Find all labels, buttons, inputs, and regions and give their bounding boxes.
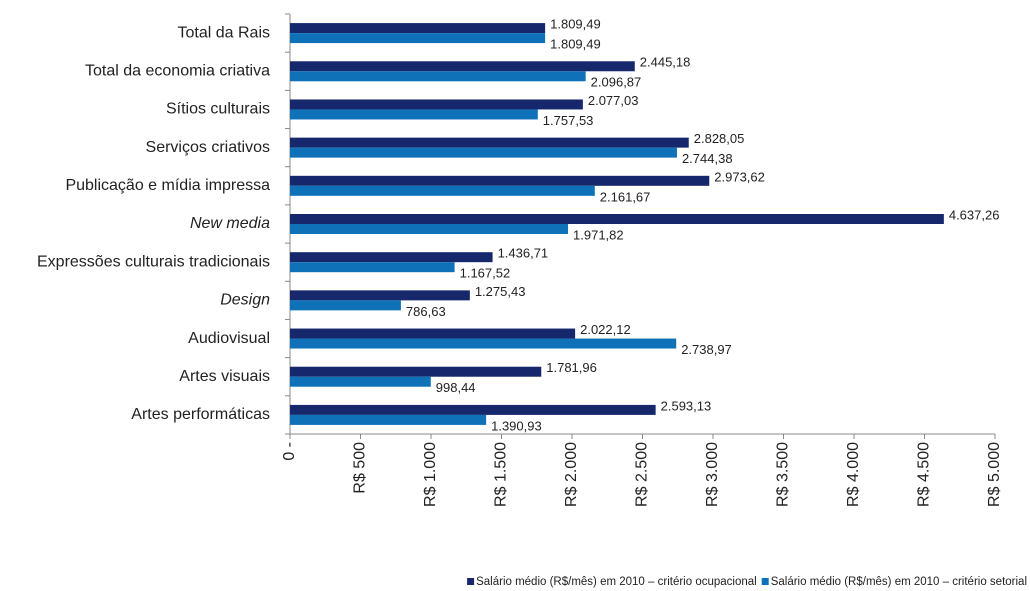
- bar: [290, 214, 944, 224]
- data-label: 1.809,49: [550, 17, 601, 32]
- data-label: 998,44: [436, 380, 476, 395]
- data-label: 2.973,62: [714, 169, 765, 184]
- category-label: Design: [220, 292, 270, 309]
- bar: [290, 366, 542, 377]
- category-label: Publicação e mídia impressa: [65, 177, 270, 194]
- bar: [290, 185, 595, 196]
- x-tick-label: R$ 1.000: [422, 442, 439, 507]
- bar: [290, 61, 635, 72]
- bar: [290, 109, 538, 120]
- x-tick-label: R$ 3.500: [775, 442, 792, 507]
- data-label: 2.828,05: [694, 131, 745, 146]
- data-label: 786,63: [406, 304, 446, 319]
- data-label: 1.390,93: [491, 418, 542, 433]
- bar: [290, 71, 586, 82]
- x-tick-label: R$ 500: [352, 442, 369, 494]
- x-tick-label: R$ 1.500: [493, 442, 510, 507]
- category-label: Artes visuais: [179, 368, 270, 385]
- data-label: 1.275,43: [475, 284, 526, 299]
- legend-label: Salário médio (R$/mês) em 2010 – critéri…: [771, 576, 1027, 588]
- data-label: 1.436,71: [498, 246, 549, 261]
- category-label: Serviços criativos: [146, 139, 270, 156]
- bar: [290, 224, 569, 234]
- bar: [290, 23, 546, 34]
- data-label: 4.637,26: [949, 207, 1000, 222]
- category-label: Artes performáticas: [131, 406, 270, 423]
- bar: [290, 137, 689, 148]
- data-label: 1.167,52: [460, 266, 511, 281]
- data-label: 2.022,12: [580, 322, 631, 337]
- bar: [290, 376, 431, 387]
- data-label: 1.781,96: [546, 360, 597, 375]
- data-label: 2.077,03: [588, 93, 639, 108]
- legend-label: Salário médio (R$/mês) em 2010 – critéri…: [476, 576, 757, 588]
- x-tick-label: R$ 3.000: [704, 442, 721, 507]
- bar: [290, 290, 470, 301]
- data-label: 2.096,87: [591, 75, 642, 90]
- x-tick-label: R$ 2.500: [634, 442, 651, 507]
- category-label: Sítios culturais: [166, 101, 270, 118]
- category-label: Total da Rais: [178, 24, 271, 41]
- data-label: 1.757,53: [543, 113, 594, 128]
- bar: [290, 147, 677, 158]
- x-tick-label: R$ 2.000: [563, 442, 580, 507]
- data-label: 2.161,67: [600, 189, 651, 204]
- bar: [290, 33, 546, 44]
- data-label: 2.593,13: [661, 398, 712, 413]
- x-tick-label: R$ 5.000: [986, 442, 1003, 507]
- bar: [290, 262, 455, 273]
- x-tick-label: R$ 4.500: [916, 442, 933, 507]
- data-label: 2.445,18: [640, 55, 691, 70]
- bar: [290, 404, 656, 415]
- data-label: 1.809,49: [550, 37, 601, 52]
- legend-swatch: [467, 578, 475, 585]
- data-label: 2.744,38: [682, 151, 733, 166]
- bar: [290, 252, 493, 263]
- bar: [290, 175, 710, 186]
- data-label: 2.738,97: [681, 342, 732, 357]
- legend-swatch: [761, 578, 769, 585]
- bar: [290, 328, 576, 339]
- x-tick-label: R$ 4.000: [845, 442, 862, 507]
- data-label: 1.971,82: [573, 227, 624, 242]
- x-tick-label: 0 -: [281, 442, 298, 461]
- bar: [290, 300, 401, 311]
- category-label: Audiovisual: [188, 330, 270, 347]
- bar: [290, 338, 677, 349]
- category-label: New media: [190, 215, 270, 232]
- bar: [290, 99, 583, 110]
- category-label: Expressões culturais tradicionais: [37, 253, 270, 270]
- category-label: Total da economia criativa: [85, 62, 270, 79]
- bar: [290, 414, 487, 425]
